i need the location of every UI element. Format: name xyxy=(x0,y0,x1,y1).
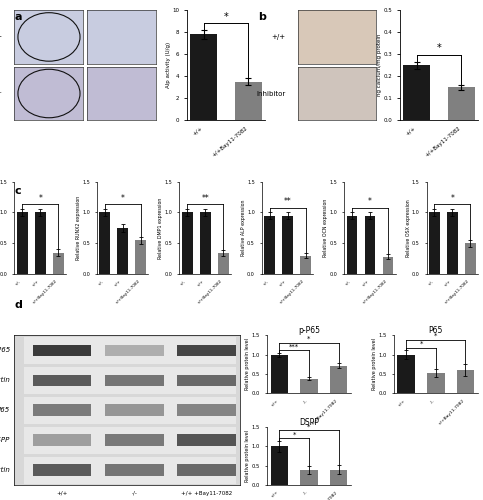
Text: c: c xyxy=(14,186,21,196)
Bar xyxy=(177,464,236,475)
Y-axis label: Relative OCN expression: Relative OCN expression xyxy=(323,198,328,257)
Bar xyxy=(32,404,91,416)
Bar xyxy=(347,216,357,274)
Bar xyxy=(182,212,193,274)
Bar xyxy=(398,354,415,394)
Bar xyxy=(24,367,236,394)
Text: β-Actin: β-Actin xyxy=(0,467,10,473)
Bar xyxy=(264,216,275,274)
Bar xyxy=(17,212,28,274)
Text: a: a xyxy=(14,12,22,22)
Bar xyxy=(177,404,236,416)
Text: *: * xyxy=(38,194,42,203)
Y-axis label: ng calcium/mg protein: ng calcium/mg protein xyxy=(377,34,382,96)
Bar xyxy=(105,434,164,446)
Text: *: * xyxy=(437,43,441,53)
Bar xyxy=(135,240,146,274)
Text: -/-: -/- xyxy=(131,491,137,496)
Text: *: * xyxy=(451,194,455,203)
Y-axis label: Relative OSX expression: Relative OSX expression xyxy=(406,199,411,257)
Title: p-P65: p-P65 xyxy=(298,326,320,336)
Bar xyxy=(270,446,288,485)
Bar xyxy=(270,354,288,394)
Bar xyxy=(282,216,293,274)
Text: +/+ +Bay11-7082: +/+ +Bay11-7082 xyxy=(181,491,232,496)
Text: *: * xyxy=(121,194,125,203)
Bar xyxy=(24,426,236,454)
Circle shape xyxy=(18,70,80,118)
Text: *: * xyxy=(419,341,423,347)
Bar xyxy=(177,344,236,356)
Title: P65: P65 xyxy=(429,326,443,336)
Bar xyxy=(177,374,236,386)
Text: p-P65: p-P65 xyxy=(0,348,10,354)
Bar xyxy=(24,456,236,483)
Bar xyxy=(447,212,458,274)
Bar xyxy=(199,212,211,274)
Bar xyxy=(330,366,347,394)
Bar xyxy=(465,244,476,274)
Text: *: * xyxy=(224,12,228,22)
Text: β-Actin: β-Actin xyxy=(0,377,10,384)
Bar xyxy=(105,344,164,356)
Bar xyxy=(35,212,46,274)
Text: **: ** xyxy=(201,194,209,203)
Bar xyxy=(218,252,228,274)
Text: P65: P65 xyxy=(0,407,10,413)
Y-axis label: Relative protein level: Relative protein level xyxy=(372,338,377,390)
Text: *: * xyxy=(307,424,311,430)
Bar xyxy=(429,212,440,274)
Bar xyxy=(300,470,318,485)
Text: d: d xyxy=(14,300,22,310)
Text: Inhibitor: Inhibitor xyxy=(256,90,286,96)
Circle shape xyxy=(18,12,80,61)
Bar xyxy=(99,212,110,274)
Text: +/+: +/+ xyxy=(0,34,2,40)
Bar xyxy=(300,256,311,274)
Bar xyxy=(403,65,430,120)
Bar xyxy=(53,252,64,274)
Y-axis label: Alp activity (U/g): Alp activity (U/g) xyxy=(166,42,170,88)
Text: Inhibitor: Inhibitor xyxy=(0,90,2,96)
Text: +/+: +/+ xyxy=(56,491,68,496)
Bar xyxy=(24,396,236,423)
Y-axis label: Relative ALP expression: Relative ALP expression xyxy=(241,200,246,256)
Bar xyxy=(448,88,475,120)
Y-axis label: Relative protein level: Relative protein level xyxy=(245,338,250,390)
Bar xyxy=(105,374,164,386)
Bar xyxy=(105,404,164,416)
Bar xyxy=(32,434,91,446)
Bar xyxy=(105,464,164,475)
Bar xyxy=(117,228,128,274)
Bar xyxy=(32,374,91,386)
Y-axis label: Relative protein level: Relative protein level xyxy=(245,430,250,482)
Bar xyxy=(235,82,262,120)
Text: *: * xyxy=(307,336,311,342)
Y-axis label: Relative DMP1 expression: Relative DMP1 expression xyxy=(158,197,163,258)
Text: b: b xyxy=(258,12,266,22)
Bar xyxy=(330,470,347,485)
Text: ***: *** xyxy=(289,344,299,349)
Bar xyxy=(300,378,318,394)
Text: **: ** xyxy=(284,198,291,206)
Text: DSPP: DSPP xyxy=(0,437,10,443)
Bar xyxy=(427,374,445,394)
Text: *: * xyxy=(368,198,372,206)
Bar xyxy=(456,370,474,394)
Text: *: * xyxy=(293,432,296,438)
Bar xyxy=(24,337,236,364)
Title: DSPP: DSPP xyxy=(299,418,319,427)
Bar xyxy=(32,464,91,475)
Text: +/+: +/+ xyxy=(272,34,286,40)
Y-axis label: Relative RUNX2 expression: Relative RUNX2 expression xyxy=(76,196,81,260)
Bar xyxy=(365,216,375,274)
Bar xyxy=(32,344,91,356)
Text: *: * xyxy=(434,333,438,339)
Bar xyxy=(190,34,217,120)
Bar xyxy=(177,434,236,446)
Bar xyxy=(383,257,393,274)
